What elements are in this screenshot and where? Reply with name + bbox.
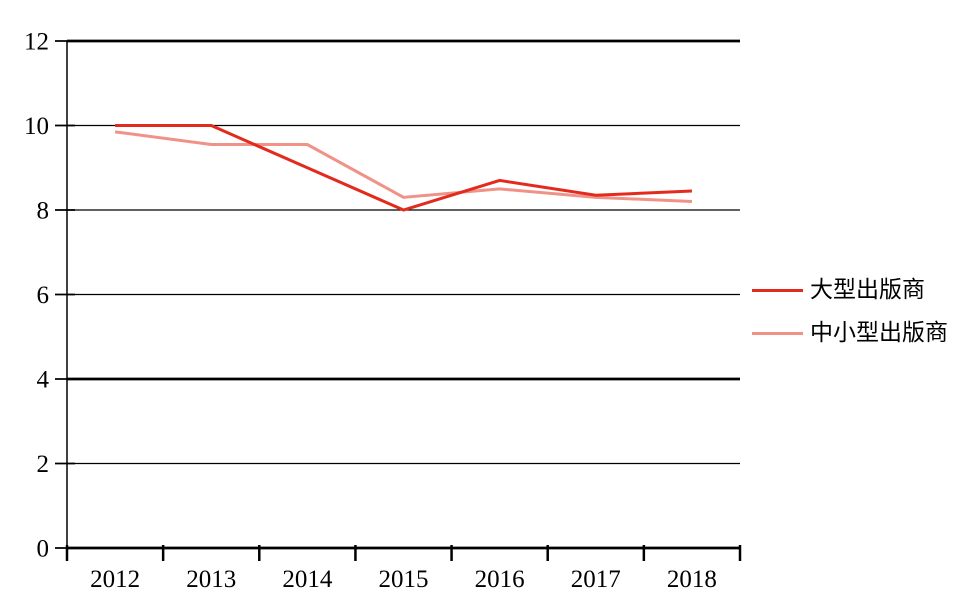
y-axis-tick-label: 0 xyxy=(37,536,50,563)
x-axis-tick-label: 2017 xyxy=(571,566,621,593)
x-axis-tick-label: 2012 xyxy=(90,566,140,593)
legend-item-large-publishers: 大型出版商 xyxy=(752,276,925,304)
x-axis-tick-label: 2016 xyxy=(475,566,525,593)
x-axis-tick-label: 2014 xyxy=(282,566,333,593)
legend-swatch-small-medium-publishers xyxy=(752,331,803,335)
y-axis-tick-label: 8 xyxy=(37,198,50,225)
legend-swatch-large-publishers xyxy=(752,288,803,292)
x-axis-tick-label: 2013 xyxy=(186,566,236,593)
x-axis-tick-label: 2015 xyxy=(379,566,429,593)
series-line-large-publishers xyxy=(115,124,692,212)
y-axis-tick-label: 6 xyxy=(37,282,50,309)
legend-label-small-medium-publishers: 中小型出版商 xyxy=(810,320,948,345)
legend-label-large-publishers: 大型出版商 xyxy=(810,277,925,302)
y-axis-tick-label: 4 xyxy=(37,367,50,394)
legend-item-small-medium-publishers: 中小型出版商 xyxy=(752,319,948,347)
x-axis-tick-label: 2018 xyxy=(667,566,717,593)
y-axis-tick-label: 10 xyxy=(24,113,49,140)
y-axis-tick-label: 12 xyxy=(24,29,49,56)
y-axis-tick-label: 2 xyxy=(37,451,50,478)
series-line-small-medium-publishers xyxy=(114,130,692,204)
